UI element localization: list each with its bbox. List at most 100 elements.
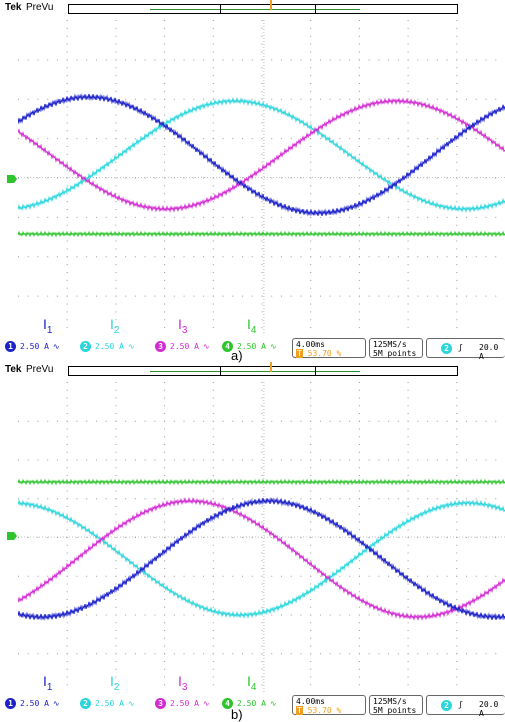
grid-dot [310, 397, 312, 399]
grid-dot [164, 153, 166, 155]
timebase-box[interactable]: 4.00ms T 53.70 % [292, 695, 366, 715]
grid-dot [358, 319, 360, 321]
grid-dot [66, 287, 68, 289]
grid-dot [407, 614, 409, 616]
grid-dot [427, 177, 429, 179]
grid-dot [115, 303, 117, 305]
grid-dot [164, 327, 166, 329]
grid-dot [339, 653, 341, 655]
grid-dot [358, 287, 360, 289]
grid-dot [456, 114, 458, 116]
grid-dot [164, 498, 166, 500]
grid-dot [329, 653, 331, 655]
grid-dot [154, 256, 156, 258]
grid-dot [27, 653, 29, 655]
channel-4-readout[interactable]: 4 2.50 A ∿ [222, 697, 277, 709]
grid-dot [232, 59, 234, 61]
grid-dot [251, 256, 253, 258]
grid-dot [47, 98, 49, 100]
grid-dot [66, 490, 68, 492]
grid-dot [66, 209, 68, 210]
grid-dot [310, 59, 312, 61]
channel-2-readout[interactable]: 2 2.50 A ∿ [80, 340, 135, 352]
grid-dot [368, 614, 370, 616]
grid-dot [456, 161, 458, 163]
grid-dot [18, 216, 19, 218]
grid-dot [212, 319, 214, 321]
grid-dot [261, 67, 263, 69]
grid-dot [261, 645, 263, 647]
acquisition-box[interactable]: 125MS/s 5M points [369, 338, 423, 358]
grid-dot [300, 537, 302, 538]
grid-dot [173, 459, 175, 461]
grid-dot [134, 59, 136, 61]
grid-dot [329, 459, 331, 461]
grid-dot [310, 185, 312, 187]
grid-dot [115, 544, 117, 546]
trigger-box[interactable]: 2 ʃ 20.0 A [426, 338, 505, 361]
grid-dot [66, 35, 68, 37]
channel-1-readout[interactable]: 1 2.50 A ∿ [5, 340, 60, 352]
grid-dot [115, 397, 117, 399]
channel-4-readout[interactable]: 4 2.50 A ∿ [222, 340, 277, 352]
grid-dot [407, 591, 409, 593]
grid-dot [212, 668, 214, 670]
grid-dot [358, 43, 360, 45]
grid-dot [164, 311, 166, 313]
grid-dot [261, 568, 263, 569]
trigger-level: 20.0 A [479, 343, 499, 361]
grid-dot [456, 537, 458, 538]
grid-dot [407, 583, 409, 585]
grid-dot [475, 216, 477, 218]
grid-dot [134, 295, 136, 297]
grid-dot [446, 295, 448, 297]
grid-dot [115, 521, 117, 523]
channel-2-readout[interactable]: 2 2.50 A ∿ [80, 697, 135, 709]
grid-dot [466, 138, 468, 140]
grid-dot [397, 537, 399, 538]
grid-dot [310, 209, 312, 210]
grid-dot [66, 27, 68, 29]
channel-3-readout[interactable]: 3 2.50 A ∿ [155, 697, 210, 709]
grid-dot [261, 161, 263, 163]
grid-dot [37, 177, 39, 179]
grid-dot [349, 216, 351, 218]
grid-dot [66, 482, 68, 484]
grid-dot [164, 216, 166, 218]
grid-dot [27, 295, 29, 297]
grid-dot [446, 498, 448, 500]
grid-dot [358, 35, 360, 37]
grid-dot [251, 575, 253, 577]
grid-dot [456, 382, 458, 383]
grid-dot [397, 59, 399, 61]
grid-dot [193, 420, 195, 422]
timebase-box[interactable]: 4.00ms T 53.70 % [292, 338, 366, 358]
grid-dot [378, 59, 380, 61]
grid-dot [485, 138, 487, 140]
grid-dot [310, 513, 312, 515]
grid-dot [417, 537, 419, 538]
grid-dot [66, 513, 68, 515]
grid-dot [456, 75, 458, 77]
channel-1-readout[interactable]: 1 2.50 A ∿ [5, 697, 60, 709]
grid-dot [125, 216, 127, 218]
grid-dot [466, 256, 468, 258]
grid-dot [378, 295, 380, 297]
grid-dot [290, 614, 292, 616]
grid-dot [66, 599, 68, 600]
grid-dot [164, 513, 166, 515]
grid-dot [154, 138, 156, 140]
channel-3-readout[interactable]: 3 2.50 A ∿ [155, 340, 210, 352]
grid-dot [105, 614, 107, 616]
grid-dot [212, 544, 214, 546]
grid-dot [37, 459, 39, 461]
grid-dot [407, 67, 409, 69]
trigger-box[interactable]: 2 ʃ 20.0 A [426, 695, 505, 718]
timebase-position: T 53.70 % [296, 706, 342, 715]
grid-dot [134, 138, 136, 140]
grid-dot [242, 177, 244, 179]
grid-dot [212, 475, 214, 476]
grid-dot [56, 498, 58, 500]
acquisition-box[interactable]: 125MS/s 5M points [369, 695, 423, 715]
grid-dot [485, 498, 487, 500]
